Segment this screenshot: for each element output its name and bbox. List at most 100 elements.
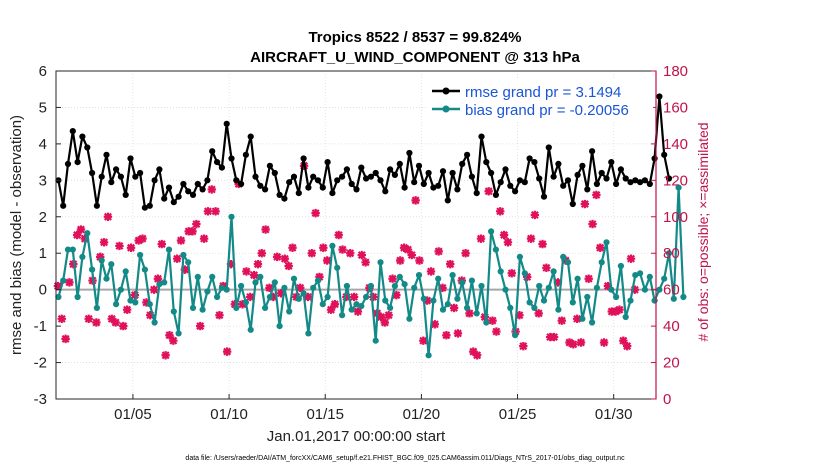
bias-point-107 [569,299,576,306]
bias-point-83 [454,295,461,302]
rmse-point-112 [593,180,601,188]
obs-point-68 [315,272,324,282]
bias-point-50 [295,295,302,302]
x-tick-label-5: 01/30 [595,406,633,423]
y-right-tick-label-2: 40 [663,318,680,335]
bias-point-40 [247,326,254,333]
obs-point-60 [284,261,293,271]
bias-point-62 [353,301,360,308]
rmse-point-64 [363,175,370,182]
bias-point-113 [598,259,605,266]
y-right-tick-label-7: 140 [663,136,688,153]
rmse-point-79 [435,182,442,189]
bias-point-22 [161,279,168,286]
rmse-point-123 [646,180,653,188]
obs-point-14 [107,314,116,324]
obs-point-109 [472,351,482,360]
rmse-point-83 [454,186,461,193]
rmse-point-45 [271,169,278,177]
rmse-point-17 [137,169,144,177]
rmse-point-98 [526,155,533,162]
obs-point-73 [334,230,343,240]
rmse-point-95 [511,188,519,195]
obs-point-66 [307,249,316,258]
bias-point-95 [511,332,519,339]
obs-point-98 [430,320,440,329]
rmse-point-91 [492,191,499,198]
obs-point-70 [322,256,332,265]
y-right-tick-label-8: 160 [663,99,688,116]
rmse-point-92 [497,179,504,186]
obs-point-118 [507,269,516,278]
bias-point-58 [334,264,341,271]
rmse-point-102 [545,144,552,151]
rmse-point-5 [79,133,86,140]
rmse-point-106 [564,177,572,184]
bias-point-29 [194,273,201,280]
obs-point-1 [57,314,66,324]
bias-point-49 [290,275,298,282]
rmse-point-88 [478,133,485,140]
rmse-point-121 [637,179,644,186]
bias-point-15 [127,297,134,304]
bias-point-6 [84,230,91,237]
rmse-point-23 [165,184,173,191]
rmse-point-60 [343,166,350,173]
rmse-point-26 [180,180,187,188]
obs-point-95 [419,336,428,345]
rmse-point-36 [228,155,235,162]
rmse-point-118 [622,175,629,182]
obs-point-101 [442,331,451,340]
obs-point-54 [261,225,270,234]
rmse-point-18 [141,204,148,211]
y-tick-label-7: 4 [39,136,47,153]
bias-point-77 [425,352,432,359]
bias-point-24 [170,308,177,315]
bias-point-99 [531,304,538,311]
obs-point-106 [461,249,470,258]
obs-point-117 [503,238,513,247]
bias-point-18 [141,266,148,273]
rmse-point-104 [555,160,562,167]
obs-point-75 [342,292,351,302]
rmse-point-80 [439,168,447,175]
bias-point-59 [339,312,346,319]
bias-point-96 [516,253,524,260]
bias-point-74 [411,284,418,291]
y-axis-label-right: # of obs: o=possible; ×=assimilated [695,122,711,341]
footnote: data file: /Users/raeder/DAI/ATM_forcXX/… [185,455,625,462]
obs-point-91 [403,245,413,254]
obs-point-96 [422,296,432,305]
bias-point-35 [223,286,230,293]
bias-point-85 [464,304,471,311]
chart-title: Tropics 8522 / 8537 = 99.824% [308,29,521,46]
bias-point-90 [488,228,495,235]
obs-point-45 [226,259,236,269]
rmse-point-61 [348,180,355,188]
obs-point-140 [592,190,601,200]
bias-point-26 [180,251,187,259]
rmse-point-50 [295,190,302,197]
obs-point-76 [346,249,355,258]
obs-point-114 [492,327,501,336]
rmse-point-114 [603,175,610,182]
obs-point-17 [119,321,128,331]
obs-point-36 [192,219,201,229]
rmse-point-46 [276,191,283,198]
x-tick-label-0: 01/05 [114,406,152,423]
obs-point-18 [122,305,132,314]
bias-point-111 [589,319,596,326]
obs-point-137 [580,199,590,209]
rmse-point-32 [209,148,216,155]
bias-point-10 [103,275,110,282]
bias-point-130 [680,293,687,301]
bias-point-52 [305,330,312,337]
obs-point-100 [438,283,447,293]
bias-point-79 [435,275,442,282]
obs-point-39 [203,207,213,216]
rmse-point-111 [589,148,596,155]
obs-point-110 [476,234,486,243]
obs-point-84 [376,312,386,322]
rmse-point-115 [608,159,615,166]
rmse-point-68 [382,188,389,195]
